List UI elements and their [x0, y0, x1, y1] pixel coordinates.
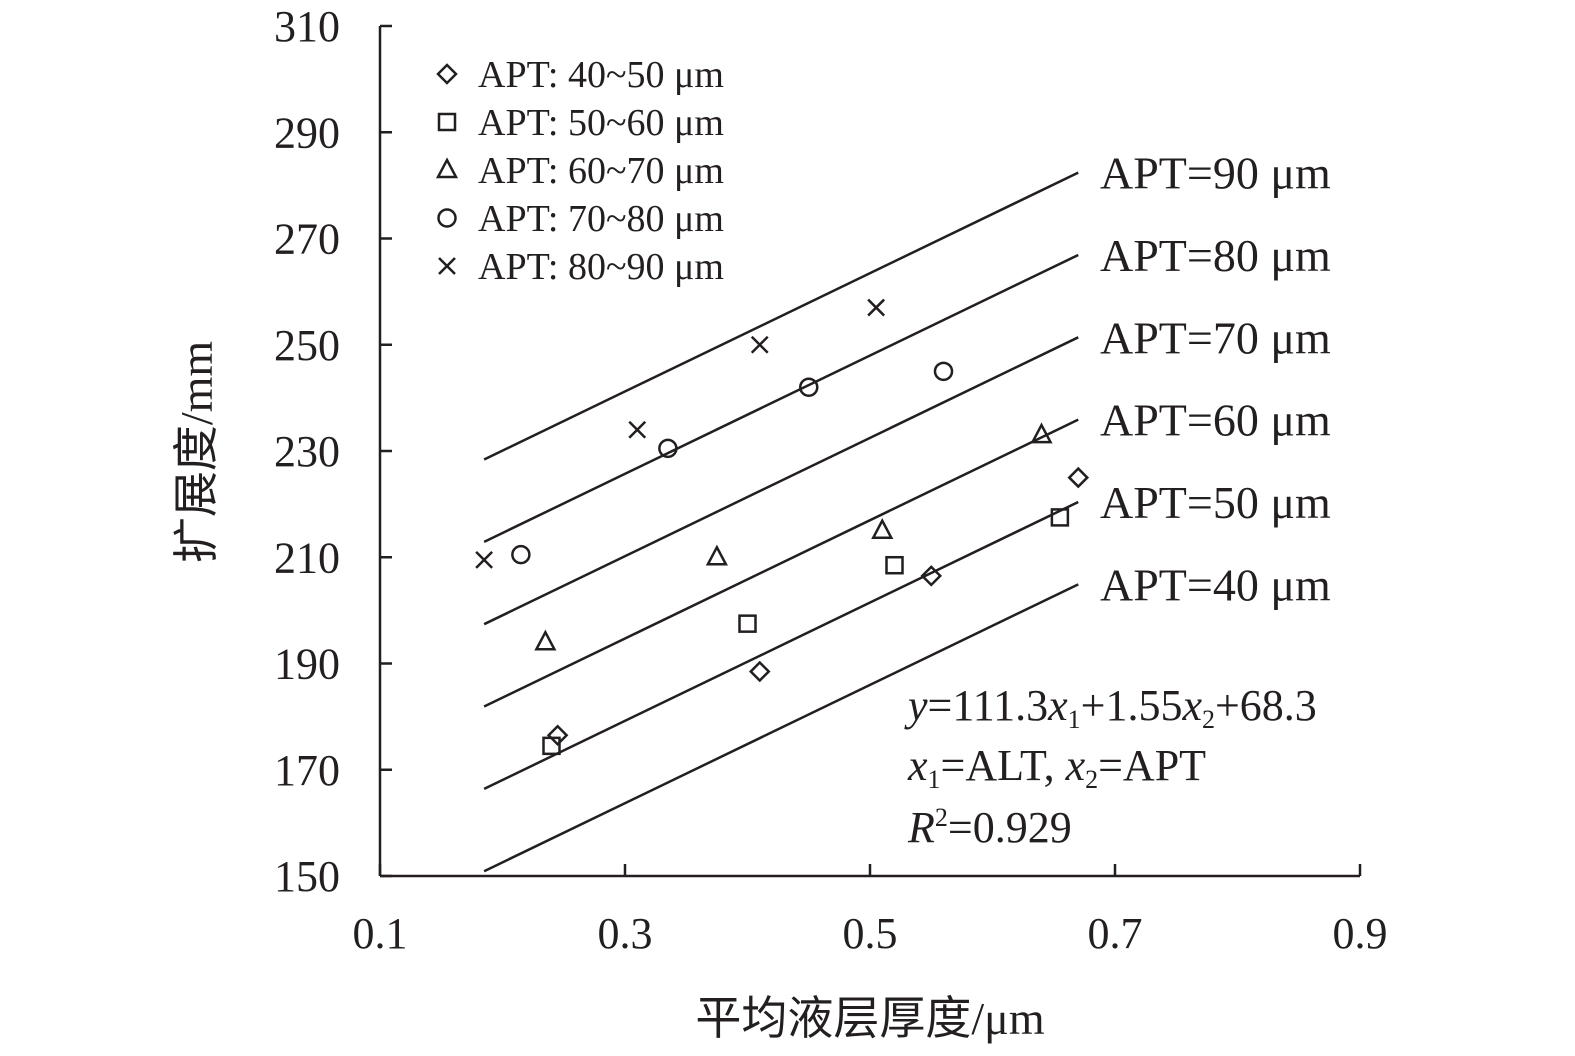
y-tick-label: 230 — [274, 427, 340, 476]
equation-line-1: y=111.3x1+1.55x2+68.3 — [904, 681, 1317, 734]
equation-line-2: x1=ALT, x2=APT — [907, 741, 1206, 794]
fit-line-label: APT=80 μm — [1100, 230, 1331, 281]
fit-line — [483, 171, 1079, 461]
fit-line — [483, 500, 1079, 791]
fit-line — [483, 336, 1079, 626]
legend: APT: 40~50 μm APT: 50~60 μm APT: 60~70 μm A… — [435, 54, 724, 288]
fit-line-label: APT=70 μm — [1100, 312, 1331, 363]
legend-marker — [437, 208, 457, 228]
data-point — [705, 544, 728, 566]
legend-marker — [435, 157, 459, 179]
x-tick-label: 0.9 — [1333, 909, 1388, 958]
x-tick-label: 0.7 — [1088, 909, 1143, 958]
y-tick-label: 290 — [274, 108, 340, 157]
data-point — [750, 335, 769, 354]
y-tick-label: 250 — [274, 321, 340, 370]
x-tick-label: 0.1 — [353, 909, 408, 958]
data-point — [542, 736, 561, 756]
y-tick-label: 170 — [274, 746, 340, 795]
legend-marker — [437, 112, 457, 132]
x-axis-title: 平均液层厚度/μm — [695, 993, 1044, 1044]
data-point — [748, 660, 771, 683]
fit-lines: APT=90 μm APT=80 μm APT=70 μm APT=60 μm APT=… — [483, 148, 1331, 873]
data-point — [885, 555, 904, 575]
x-ticks: 0.1 0.3 0.5 0.7 0.9 — [353, 864, 1388, 958]
data-point — [658, 438, 678, 459]
fit-line-label: APT=60 μm — [1100, 395, 1331, 446]
data-point — [546, 724, 569, 746]
equation-line-3: R2=0.929 — [907, 803, 1072, 852]
y-ticks: 150 170 190 210 230 250 270 290 310 — [274, 2, 392, 901]
data-point — [920, 565, 943, 587]
data-point — [1050, 508, 1070, 527]
data-point — [799, 377, 819, 397]
y-tick-label: 270 — [274, 215, 340, 264]
data-point — [738, 614, 757, 633]
data-point — [534, 629, 557, 651]
data-point — [1067, 466, 1090, 489]
data-point — [871, 518, 894, 539]
legend-label: APT: 60~70 μm — [478, 150, 724, 192]
data-point — [628, 420, 647, 439]
fit-line-label: APT=50 μm — [1100, 477, 1331, 528]
legend-label: APT: 70~80 μm — [478, 198, 724, 240]
legend-label: APT: 50~60 μm — [478, 102, 724, 144]
legend-label: APT: 40~50 μm — [478, 54, 724, 96]
legend-marker — [436, 63, 458, 85]
legend-marker — [438, 257, 456, 275]
fit-line-label: APT=90 μm — [1100, 148, 1331, 199]
fit-line — [483, 253, 1079, 543]
fit-line — [483, 418, 1079, 708]
data-point — [511, 544, 531, 565]
y-tick-label: 190 — [274, 640, 340, 689]
legend-label: APT: 80~90 μm — [478, 246, 724, 288]
fit-line-label: APT=40 μm — [1100, 559, 1331, 610]
regression-equation: y=111.3x1+1.55x2+68.3 x1=ALT, x2=APT R2=… — [904, 681, 1317, 852]
data-points — [475, 298, 1090, 756]
y-tick-label: 210 — [274, 533, 340, 582]
y-tick-label: 150 — [274, 852, 340, 901]
y-tick-label: 310 — [274, 2, 340, 51]
x-tick-label: 0.5 — [843, 909, 898, 958]
data-point — [1030, 422, 1053, 444]
data-point — [933, 361, 954, 382]
x-tick-label: 0.3 — [598, 909, 653, 958]
y-axis-title: 扩展度/mm — [171, 341, 222, 564]
fit-line — [483, 583, 1079, 873]
data-point — [867, 298, 886, 317]
data-point — [475, 551, 494, 569]
